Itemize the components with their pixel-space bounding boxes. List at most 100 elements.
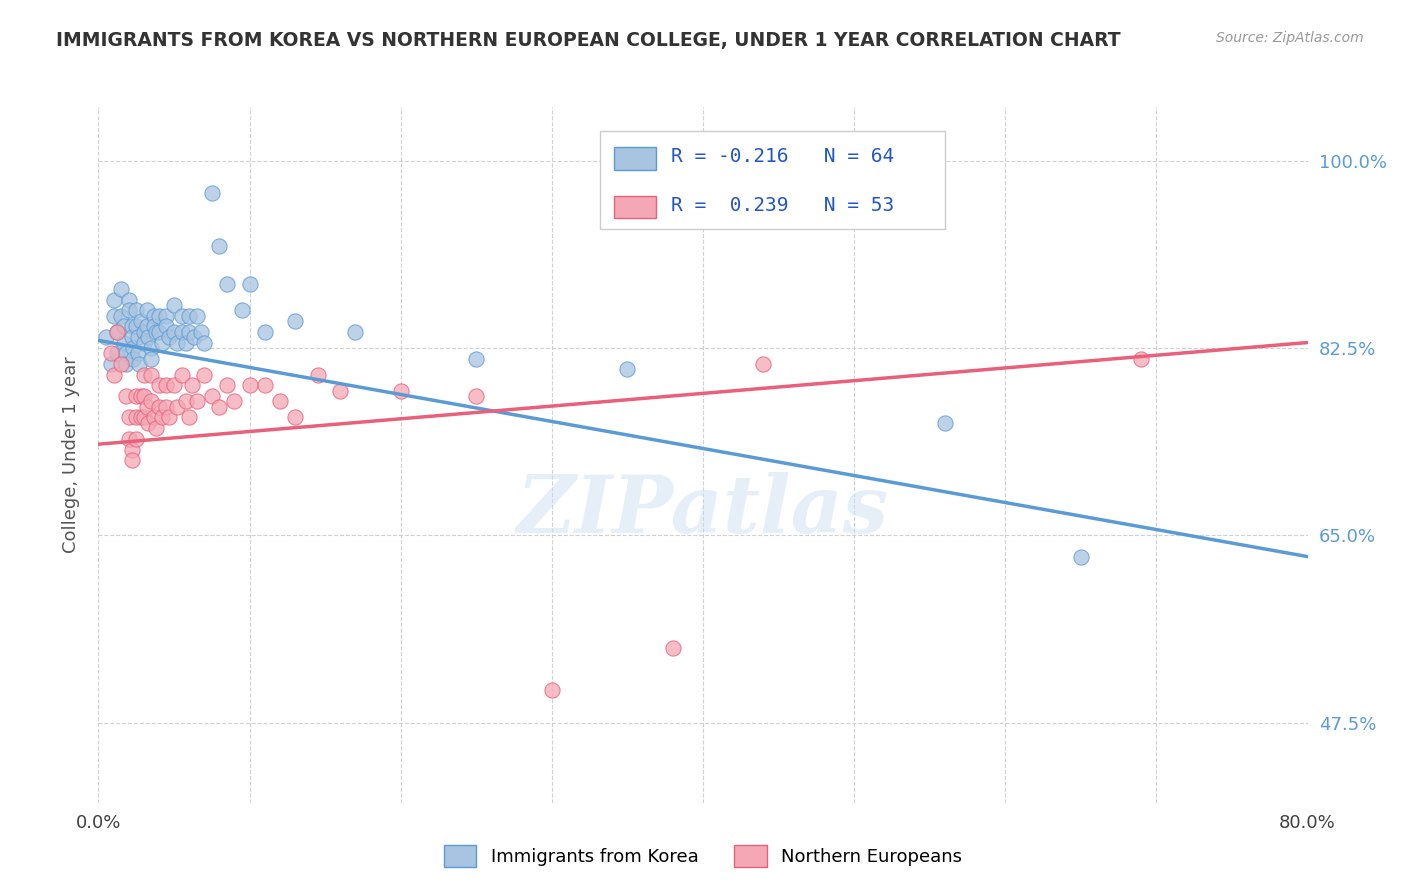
Point [174,335,197,350]
Point [155,378,177,392]
Point [143,410,166,425]
Point [125,410,148,425]
Point [143,319,166,334]
Point [135,303,157,318]
Point [155,400,177,414]
Text: R = -0.216   N = 64: R = -0.216 N = 64 [671,147,894,167]
Point [129,410,152,425]
Point [208,400,231,414]
Point [163,325,186,339]
Point [155,309,177,323]
Point [215,277,238,291]
Point [145,421,167,435]
Point [239,277,262,291]
Point [121,453,143,467]
Point [662,640,685,655]
Point [183,330,205,344]
Point [150,410,173,425]
Point [103,309,125,323]
Point [148,309,170,323]
Point [201,186,224,200]
Point [163,378,186,392]
Point [253,325,276,339]
Point [143,309,166,323]
Point [148,378,170,392]
Point [616,362,638,376]
Point [141,394,163,409]
Point [103,293,125,307]
Point [132,335,155,350]
Point [136,330,159,344]
Point [186,394,208,409]
Point [344,325,367,339]
Point [141,341,163,355]
Point [163,298,186,312]
Point [193,368,215,382]
Point [114,346,136,360]
Point [94,330,117,344]
Point [1130,351,1153,366]
Point [136,416,159,430]
Point [132,389,155,403]
Point [141,368,163,382]
Point [100,357,122,371]
Point [208,239,231,253]
Point [231,303,253,318]
Point [100,346,122,360]
Point [128,357,150,371]
Point [239,378,262,392]
Point [465,351,488,366]
Point [1070,549,1092,564]
Point [110,309,132,323]
Point [752,357,775,371]
Point [145,325,167,339]
Point [132,368,155,382]
Point [121,330,143,344]
Point [179,410,201,425]
Point [224,394,246,409]
Point [179,309,201,323]
Point [118,293,141,307]
Point [389,384,412,398]
Point [118,303,141,318]
Point [112,319,135,334]
Point [201,389,224,403]
Point [127,346,149,360]
Point [934,416,956,430]
Point [215,378,238,392]
Point [129,314,152,328]
Point [166,335,188,350]
Point [148,325,170,339]
Point [186,309,208,323]
Point [141,351,163,366]
Point [170,309,193,323]
Point [105,325,128,339]
Text: Source: ZipAtlas.com: Source: ZipAtlas.com [1216,31,1364,45]
Point [114,389,136,403]
Y-axis label: College, Under 1 year: College, Under 1 year [62,357,80,553]
Point [170,368,193,382]
Point [110,282,132,296]
Point [148,400,170,414]
Point [132,410,155,425]
Point [190,325,212,339]
Point [122,351,145,366]
Point [465,389,488,403]
Point [118,432,141,446]
Point [150,335,173,350]
Point [125,389,148,403]
Point [155,319,177,334]
Text: R =  0.239   N = 53: R = 0.239 N = 53 [671,195,894,215]
Point [170,325,193,339]
Point [284,410,307,425]
Legend: Immigrants from Korea, Northern Europeans: Immigrants from Korea, Northern European… [436,838,970,874]
Point [179,325,201,339]
Point [129,389,152,403]
Point [193,335,215,350]
Point [253,378,276,392]
Point [114,357,136,371]
Point [112,335,135,350]
Point [159,410,181,425]
Point [329,384,352,398]
Point [125,432,148,446]
